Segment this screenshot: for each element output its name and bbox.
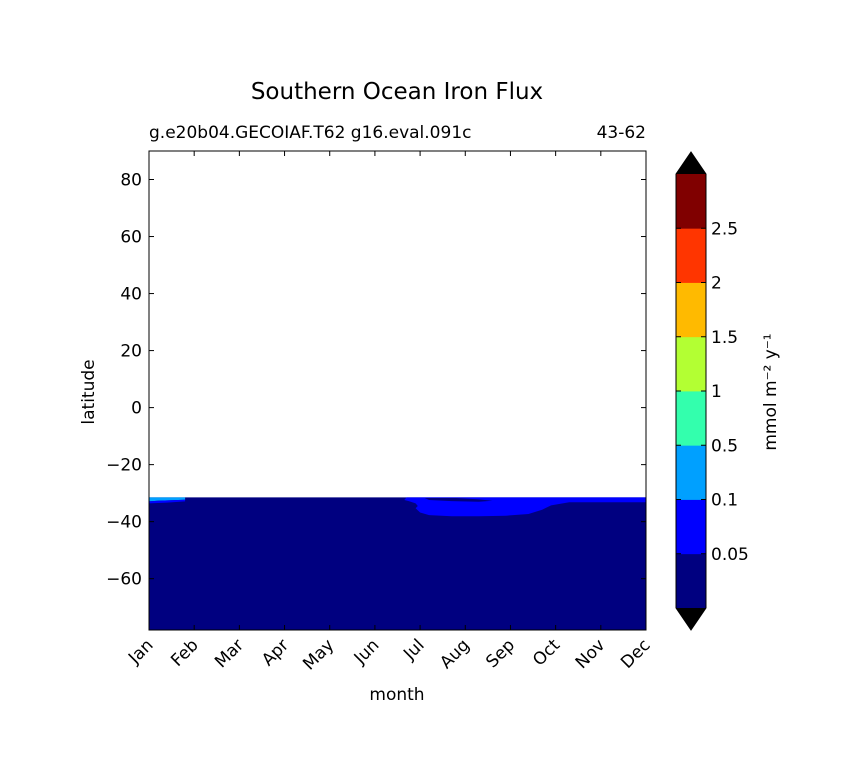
contour-region-background (149, 497, 646, 630)
colorbar-tick-label: 0.1 (711, 491, 738, 511)
colorbar-segment (676, 445, 706, 500)
y-tick-label: 0 (131, 399, 142, 419)
y-axis-label: latitude (79, 359, 99, 424)
colorbar-segment (676, 553, 706, 609)
y-tick-label: −20 (106, 456, 142, 476)
colorbar-segment (676, 391, 706, 446)
colorbar-tick-label: 2 (711, 274, 722, 294)
contour-region-inner-dark (424, 498, 493, 502)
x-tick-label: Oct (529, 635, 564, 670)
colorbar-tick-label: 2.5 (711, 219, 738, 239)
y-tick-label: 80 (120, 171, 142, 191)
colorbar-segment (676, 228, 706, 283)
colorbar-label: mmol m⁻² y⁻¹ (761, 333, 781, 450)
plot-frame (148, 150, 647, 631)
x-tick-label: Nov (572, 635, 610, 673)
contour-region-jan-light (149, 497, 186, 502)
colorbar-tick-label: 1.5 (711, 328, 738, 348)
x-axis-label: month (369, 685, 424, 705)
x-tick-label: Jan (124, 635, 157, 668)
chart-title: Southern Ocean Iron Flux (251, 79, 543, 105)
y-tick-labels: 80 60 40 20 0 −20 −40 −60 (106, 171, 142, 590)
x-tick-labels: Jan Feb Mar Apr May Jun Jul Aug Sep Oct Nov Dec (124, 635, 654, 674)
x-tick-label: Dec (617, 635, 654, 672)
axis-ticks (148, 151, 647, 630)
colorbar-tick-label: 1 (711, 382, 722, 402)
contour-region-jan-blue (149, 499, 186, 504)
y-tick-label: 40 (120, 285, 142, 305)
plot-area: 80 60 40 20 0 −20 −40 −60 Jan Feb Mar Apr May Jun Jul… (106, 150, 655, 674)
colorbar-segment (676, 499, 706, 555)
y-tick-label: −60 (106, 570, 142, 590)
colorbar: 0.05 0.1 0.5 1 1.5 2 2.5 (675, 151, 749, 631)
colorbar-tick-label: 0.05 (711, 545, 749, 565)
colorbar-segment (676, 174, 706, 229)
x-tick-label: Jul (399, 635, 428, 664)
contour-fill-layer (149, 497, 646, 630)
x-tick-label: Jun (350, 635, 384, 669)
colorbar-segment (676, 336, 706, 392)
y-tick-label: 60 (120, 228, 142, 248)
x-tick-label: Feb (167, 635, 202, 670)
colorbar-tick-label: 0.5 (711, 436, 738, 456)
contour-region-upper-band (404, 497, 646, 517)
chart-subtitle-run-name: g.e20b04.GECOIAF.T62 g16.eval.091c (149, 123, 471, 143)
colorbar-extend-high (676, 152, 706, 174)
y-tick-label: −40 (106, 513, 142, 533)
x-tick-label: Sep (482, 635, 519, 672)
x-tick-label: May (299, 635, 338, 674)
colorbar-outline (675, 151, 707, 631)
y-tick-label: 20 (120, 342, 142, 362)
colorbar-segment (676, 282, 706, 338)
chart-subtitle-years: 43-62 (597, 123, 646, 143)
x-tick-label: Aug (436, 635, 474, 673)
x-tick-label: Apr (258, 635, 293, 670)
x-tick-label: Mar (211, 635, 248, 672)
colorbar-extend-low (676, 608, 706, 630)
